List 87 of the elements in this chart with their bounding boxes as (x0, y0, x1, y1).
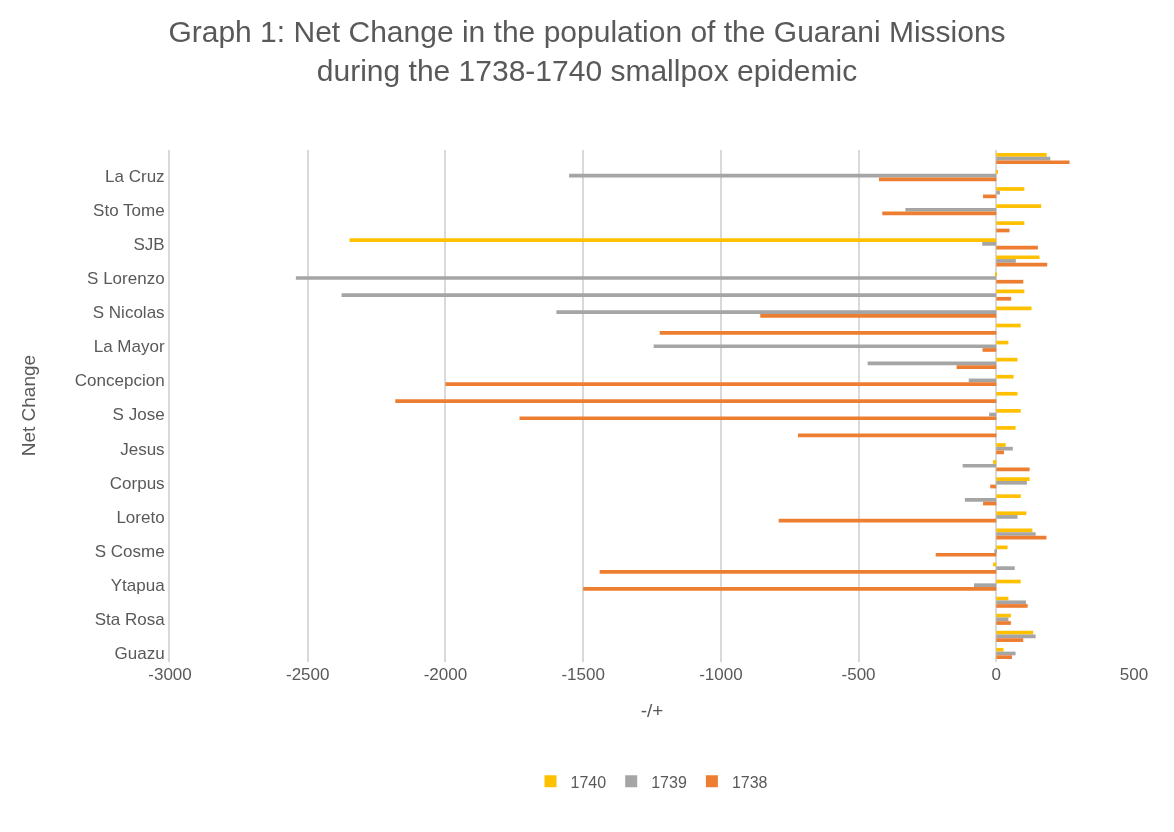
x-axis-title: -/+ (640, 699, 664, 721)
bar (994, 549, 997, 553)
y-tick-label: La Cruz (105, 166, 165, 186)
bar (996, 477, 1030, 481)
legend-label: 1738 (731, 773, 768, 791)
bar (996, 221, 1025, 225)
x-tick-label: -2000 (423, 665, 468, 684)
bar (996, 408, 1021, 413)
bar (519, 416, 997, 421)
bar (996, 443, 1006, 447)
bar (996, 535, 1047, 540)
bar (556, 310, 997, 314)
bar (867, 361, 997, 366)
y-tick-label: Sta Rosa (94, 610, 166, 630)
bar (962, 463, 997, 468)
y-tick-label: Ytapua (110, 576, 166, 596)
bar (583, 587, 997, 591)
bar (996, 515, 1018, 519)
bar (996, 259, 1016, 263)
bar (996, 255, 1040, 260)
bar (996, 528, 1033, 533)
bar (996, 296, 1012, 301)
x-tick-label: -3000 (148, 665, 192, 684)
y-tick-label: Guazu (114, 644, 165, 664)
bar (996, 279, 1024, 284)
x-tick-label: -1000 (699, 665, 743, 684)
y-tick-label: Jesus (120, 439, 165, 459)
bar (659, 331, 997, 335)
bar (996, 638, 1024, 642)
y-tick-label: S Cosme (94, 542, 165, 562)
y-tick-label: S Nicolas (92, 303, 165, 323)
bar (996, 187, 1025, 191)
bar (996, 426, 1016, 430)
bar (996, 604, 1028, 608)
bar (653, 344, 997, 349)
legend-label: 1740 (570, 773, 607, 791)
y-tick-label: SJB (133, 234, 165, 254)
bar (295, 276, 997, 280)
bar (996, 566, 1015, 570)
bar (982, 348, 997, 352)
bar (878, 177, 997, 182)
bar (905, 207, 997, 212)
bar (996, 655, 1012, 660)
bar (996, 647, 1004, 652)
legend-label: 1739 (651, 773, 687, 791)
x-tick-label: -1500 (561, 665, 605, 684)
bar (996, 190, 1000, 195)
bar (996, 511, 1027, 516)
bar (445, 382, 997, 386)
bar (996, 494, 1021, 499)
bar (996, 160, 1070, 165)
y-tick-label: La Mayor (93, 337, 165, 357)
y-tick-label: Corpus (109, 473, 165, 493)
bar (973, 583, 997, 588)
bar (964, 498, 997, 502)
x-tick-label: -500 (841, 665, 876, 684)
bar (996, 600, 1027, 605)
bar (599, 569, 997, 574)
bar (996, 532, 1036, 536)
y-tick-label: S Jose (112, 405, 165, 425)
x-tick-label: -2500 (285, 665, 330, 684)
x-tick-label: 0 (991, 665, 1002, 684)
y-axis-title: Net Change (18, 354, 40, 457)
bar (349, 238, 997, 243)
bar (956, 365, 997, 369)
bar (996, 630, 1034, 635)
bar (982, 242, 997, 246)
bar (996, 617, 1009, 622)
bar (996, 204, 1042, 208)
bar (797, 433, 997, 438)
bar (341, 293, 997, 297)
bar (996, 480, 1027, 485)
x-tick-label: 500 (1119, 665, 1149, 684)
y-tick-label: S Lorenzo (87, 268, 165, 288)
bar (395, 399, 997, 404)
bar (996, 621, 1011, 625)
bar (996, 152, 1047, 157)
bar (996, 446, 1013, 451)
bar (996, 374, 1014, 379)
bar (760, 313, 997, 318)
y-tick-label: Concepcion (74, 371, 165, 391)
chart-title: Graph 1: Net Change in the population of the Guarani Missions during the 1738-1740 smallpox epidemic (168, 14, 1006, 87)
y-tick-label: Sto Tome (93, 200, 165, 220)
bar (935, 552, 997, 557)
bar (992, 460, 997, 464)
y-tick-label: Loreto (116, 507, 165, 527)
bar (996, 391, 1018, 396)
